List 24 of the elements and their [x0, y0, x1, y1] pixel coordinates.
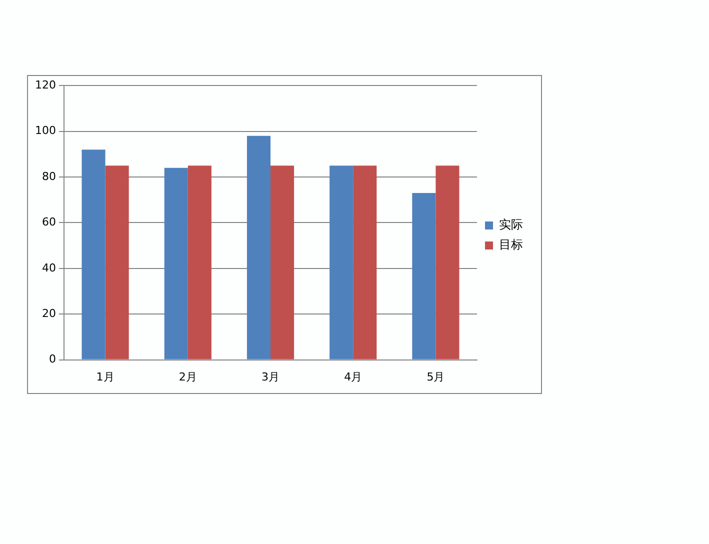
- bar: [82, 150, 106, 360]
- bar: [105, 166, 129, 360]
- x-tick-label: 2月: [178, 370, 197, 384]
- x-tick-label: 5月: [426, 370, 445, 384]
- bar: [436, 166, 460, 360]
- bar: [164, 168, 188, 360]
- y-tick-label: 60: [42, 216, 56, 229]
- bar: [246, 136, 270, 360]
- x-tick-label: 3月: [262, 370, 280, 384]
- x-tick-label: 4月: [344, 370, 362, 384]
- y-tick-label: 100: [34, 124, 56, 138]
- y-tick-label: 40: [42, 261, 56, 274]
- legend-label: 实际: [499, 218, 523, 232]
- y-tick-label: 20: [42, 306, 56, 320]
- bar: [330, 166, 354, 360]
- bar: [188, 166, 212, 360]
- legend-label: 目标: [499, 238, 523, 252]
- y-tick-label: 0: [48, 352, 56, 366]
- bar: [412, 192, 436, 360]
- bar: [270, 166, 294, 360]
- x-tick-label: 1月: [96, 370, 114, 384]
- y-tick-label: 80: [42, 170, 56, 183]
- y-tick-label: 120: [34, 78, 56, 92]
- bar: [353, 166, 377, 360]
